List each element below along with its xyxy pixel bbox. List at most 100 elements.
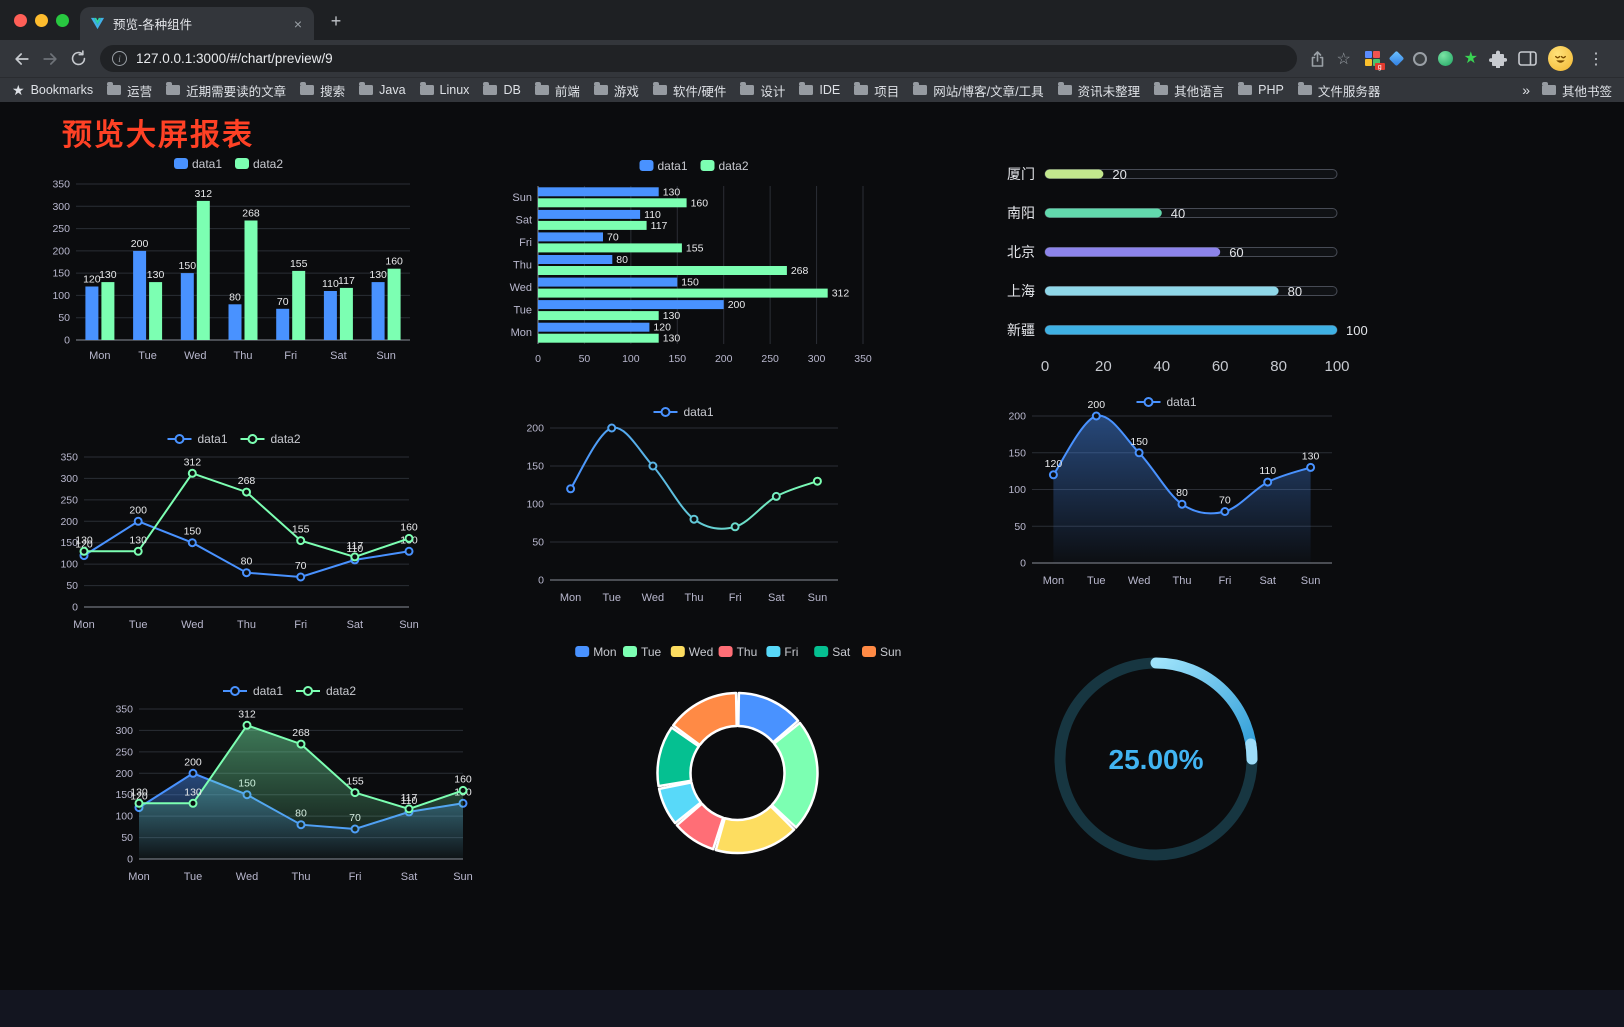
- dashboard-content: 预览大屏报表 data1 data2 0 50 100 150 200 250 300 350 Mo…: [0, 102, 1624, 1027]
- bookmark-folder[interactable]: DB: [483, 82, 521, 97]
- svg-text:20: 20: [1112, 167, 1126, 182]
- extensions-puzzle-icon[interactable]: [1489, 50, 1507, 68]
- svg-text:120: 120: [1045, 458, 1063, 470]
- folder-icon: [483, 82, 498, 95]
- svg-text:0: 0: [127, 854, 133, 866]
- svg-text:80: 80: [1176, 487, 1188, 499]
- svg-text:130: 130: [147, 269, 165, 281]
- svg-text:100: 100: [526, 499, 544, 511]
- svg-text:100: 100: [52, 290, 70, 302]
- bookmarks-label: Bookmarks: [30, 83, 94, 97]
- bookmark-folder[interactable]: Java: [359, 82, 406, 97]
- forward-button[interactable]: [36, 45, 64, 73]
- side-panel-icon[interactable]: [1518, 51, 1537, 66]
- menu-kebab-icon[interactable]: ⋮: [1588, 50, 1604, 68]
- svg-text:50: 50: [121, 832, 133, 844]
- svg-text:25.00%: 25.00%: [1109, 744, 1204, 775]
- svg-text:150: 150: [1130, 436, 1148, 448]
- svg-text:Thu: Thu: [513, 260, 532, 272]
- horizontal-bar-chart[interactable]: data1 data2 0 50 100 150 200 250 300 350 Sun 130 160…: [498, 152, 893, 370]
- city-progress-chart[interactable]: 厦门 20 南阳 40 北京 60 上海 80 新疆 100 0 20 40 60 80 100: [995, 150, 1368, 385]
- svg-text:50: 50: [1014, 521, 1026, 533]
- folder-icon: [1154, 82, 1169, 95]
- svg-text:312: 312: [832, 288, 850, 300]
- svg-text:155: 155: [686, 242, 704, 254]
- browser-tab[interactable]: 预览-各种组件 ×: [80, 7, 314, 40]
- svg-text:Mon: Mon: [89, 350, 110, 362]
- bookmark-folder[interactable]: 运营: [107, 81, 152, 100]
- minimize-window-button[interactable]: [35, 13, 48, 27]
- page-title: 预览大屏报表: [62, 119, 254, 152]
- back-button[interactable]: [8, 45, 36, 73]
- two-series-area-line-chart[interactable]: data1 data2 0 50 100 150 200 250 300 350 Mon Tue Wed…: [105, 677, 477, 889]
- tab-close-icon[interactable]: ×: [293, 15, 302, 32]
- weekday-donut-chart[interactable]: Mon Tue Wed Thu Fri Sat Sun: [545, 638, 930, 878]
- svg-text:150: 150: [60, 537, 78, 549]
- bookmark-folder[interactable]: 项目: [854, 81, 899, 100]
- close-window-button[interactable]: [14, 13, 27, 27]
- bookmark-folder[interactable]: 近期需要读的文章: [166, 81, 286, 100]
- area-line-chart[interactable]: data1 0 50 100 150 200 Mon Tue Wed Thu Fri Sat Sun 12…: [988, 388, 1348, 593]
- share-icon[interactable]: [1305, 46, 1331, 72]
- svg-text:150: 150: [179, 260, 197, 272]
- bookmark-folder[interactable]: 软件/硬件: [652, 81, 726, 100]
- site-info-icon[interactable]: i: [112, 51, 127, 66]
- svg-text:80: 80: [1270, 358, 1287, 375]
- zoom-window-button[interactable]: [56, 13, 69, 27]
- new-tab-button[interactable]: +: [330, 11, 342, 31]
- bookmark-folder[interactable]: 其他语言: [1154, 81, 1224, 100]
- svg-text:117: 117: [346, 540, 363, 552]
- svg-text:200: 200: [715, 353, 733, 365]
- bookmarks-overflow-icon[interactable]: »: [1522, 82, 1530, 98]
- svg-text:40: 40: [1171, 206, 1185, 221]
- svg-text:Mon: Mon: [511, 327, 532, 339]
- svg-text:300: 300: [60, 473, 78, 485]
- svg-text:Wed: Wed: [184, 350, 206, 362]
- bookmark-folder[interactable]: 文件服务器: [1297, 81, 1380, 100]
- svg-text:Fri: Fri: [784, 645, 798, 659]
- green-circle-extension-icon[interactable]: [1437, 51, 1453, 66]
- bookmark-folder[interactable]: 游戏: [593, 81, 639, 100]
- svg-text:200: 200: [184, 756, 202, 768]
- bookmark-folder[interactable]: 搜索: [300, 81, 345, 100]
- ring-extension-icon[interactable]: [1412, 51, 1427, 66]
- percent-gauge-chart[interactable]: 25.00%: [1040, 640, 1272, 870]
- bookmark-folder[interactable]: PHP: [1238, 82, 1284, 97]
- svg-text:20: 20: [1095, 358, 1112, 375]
- svg-text:130: 130: [75, 534, 93, 546]
- bookmark-folder[interactable]: 设计: [740, 81, 785, 100]
- grid-extension-icon[interactable]: g: [1364, 51, 1385, 71]
- profile-avatar[interactable]: [1548, 46, 1573, 71]
- reload-button[interactable]: [64, 45, 92, 73]
- gem-extension-icon[interactable]: [1388, 50, 1404, 67]
- svg-text:150: 150: [52, 268, 70, 280]
- svg-text:data2: data2: [719, 159, 749, 173]
- bookmark-folder[interactable]: IDE: [799, 82, 840, 97]
- svg-text:50: 50: [58, 312, 70, 324]
- svg-text:130: 130: [369, 269, 387, 281]
- bookmark-folder[interactable]: 资讯未整理: [1057, 81, 1140, 100]
- bookmark-folder[interactable]: Linux: [419, 82, 469, 97]
- folder-icon: [166, 82, 181, 95]
- bookmarks-manager-item[interactable]: ★ Bookmarks: [12, 82, 93, 99]
- svg-text:312: 312: [195, 188, 213, 200]
- bookmark-folder[interactable]: 前端: [534, 81, 580, 100]
- two-series-line-chart[interactable]: data1 data2 0 50 100 150 200 250 300 350 Mon Tue Wed…: [48, 425, 423, 637]
- gradient-line-chart[interactable]: data1 0 50 100 150 200 Mon Tue Wed Thu Fri Sat Sun: [500, 398, 870, 610]
- svg-text:Sat: Sat: [832, 645, 851, 659]
- svg-text:Mon: Mon: [73, 619, 94, 631]
- svg-text:120: 120: [130, 791, 148, 803]
- svg-text:Thu: Thu: [292, 871, 311, 883]
- bookmark-star-icon[interactable]: ☆: [1336, 50, 1351, 68]
- svg-text:新疆: 新疆: [1007, 322, 1035, 338]
- bookmark-folder[interactable]: 网站/博客/文章/工具: [913, 81, 1044, 100]
- green-star-extension-icon[interactable]: ★: [1463, 49, 1478, 67]
- address-bar[interactable]: i 127.0.0.1:3000/#/chart/preview/9: [100, 45, 1297, 72]
- other-bookmarks-item[interactable]: 其他书签: [1541, 81, 1612, 100]
- folder-icon: [1297, 82, 1312, 95]
- svg-text:Sat: Sat: [768, 592, 785, 604]
- grouped-bar-chart[interactable]: data1 data2 0 50 100 150 200 250 300 350 Mon Tue Wed…: [40, 150, 420, 368]
- svg-text:Sat: Sat: [1259, 575, 1276, 587]
- svg-text:130: 130: [130, 786, 148, 798]
- folder-icon: [1057, 82, 1072, 95]
